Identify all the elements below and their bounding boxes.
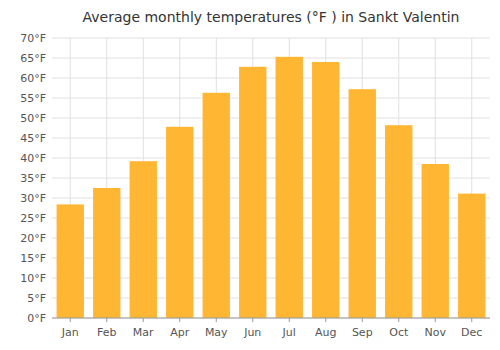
- y-grid-line: [52, 138, 490, 139]
- x-tick: [471, 318, 472, 322]
- x-tick-label: Dec: [461, 326, 482, 339]
- x-tick-label: Feb: [97, 326, 116, 339]
- y-grid-line: [52, 158, 490, 159]
- bar: [458, 194, 485, 318]
- x-tick-label: Nov: [425, 326, 447, 339]
- y-tick-label: 0°F: [27, 312, 46, 325]
- bar: [276, 57, 303, 318]
- x-tick: [179, 318, 180, 322]
- x-axis-line: [52, 318, 490, 319]
- bar: [385, 125, 412, 318]
- bar: [239, 67, 266, 318]
- x-tick: [70, 318, 71, 322]
- x-tick-label: Sep: [352, 326, 373, 339]
- grid: [52, 38, 490, 318]
- x-tick: [289, 318, 290, 322]
- bar: [57, 204, 84, 318]
- x-tick: [435, 318, 436, 322]
- y-tick-label: 15°F: [20, 252, 46, 265]
- bar: [166, 127, 193, 318]
- y-tick-label: 55°F: [20, 92, 46, 105]
- x-tick: [325, 318, 326, 322]
- x-tick-label: Jan: [61, 326, 79, 339]
- y-tick-label: 45°F: [20, 132, 46, 145]
- y-tick-label: 60°F: [20, 72, 46, 85]
- x-tick-label: Oct: [389, 326, 409, 339]
- chart-container: Average monthly temperatures (°F ) in Sa…: [0, 0, 500, 350]
- x-tick: [398, 318, 399, 322]
- x-tick-label: Aug: [315, 326, 336, 339]
- y-grid-line: [52, 58, 490, 59]
- x-tick: [362, 318, 363, 322]
- bar: [349, 89, 376, 318]
- y-tick-label: 40°F: [20, 152, 46, 165]
- y-grid-line: [52, 98, 490, 99]
- x-tick: [216, 318, 217, 322]
- y-tick-label: 20°F: [20, 232, 46, 245]
- bar: [203, 93, 230, 318]
- title: Average monthly temperatures (°F ) in Sa…: [83, 9, 460, 25]
- y-tick-label: 35°F: [20, 172, 46, 185]
- y-tick-label: 25°F: [20, 212, 46, 225]
- chart-svg: Average monthly temperatures (°F ) in Sa…: [0, 0, 500, 350]
- bar: [422, 164, 449, 318]
- bars: [57, 57, 486, 318]
- x-tick: [143, 318, 144, 322]
- y-grid-line: [52, 118, 490, 119]
- y-grid-line: [52, 78, 490, 79]
- y-tick-label: 10°F: [20, 272, 46, 285]
- bar: [130, 161, 157, 318]
- x-tick-label: Mar: [133, 326, 154, 339]
- y-tick-label: 70°F: [20, 32, 46, 45]
- y-tick-label: 5°F: [27, 292, 46, 305]
- y-grid-line: [52, 318, 490, 319]
- y-tick-label: 50°F: [20, 112, 46, 125]
- x-tick-label: May: [205, 326, 228, 339]
- x-tick-label: Jun: [243, 326, 261, 339]
- x-tick-label: Apr: [170, 326, 190, 339]
- y-grid-line: [52, 38, 490, 39]
- bar: [312, 62, 339, 318]
- x-tick: [252, 318, 253, 322]
- x-tick-label: Jul: [282, 326, 296, 339]
- bar: [93, 188, 120, 318]
- x-tick: [106, 318, 107, 322]
- y-tick-label: 65°F: [20, 52, 46, 65]
- y-tick-label: 30°F: [20, 192, 46, 205]
